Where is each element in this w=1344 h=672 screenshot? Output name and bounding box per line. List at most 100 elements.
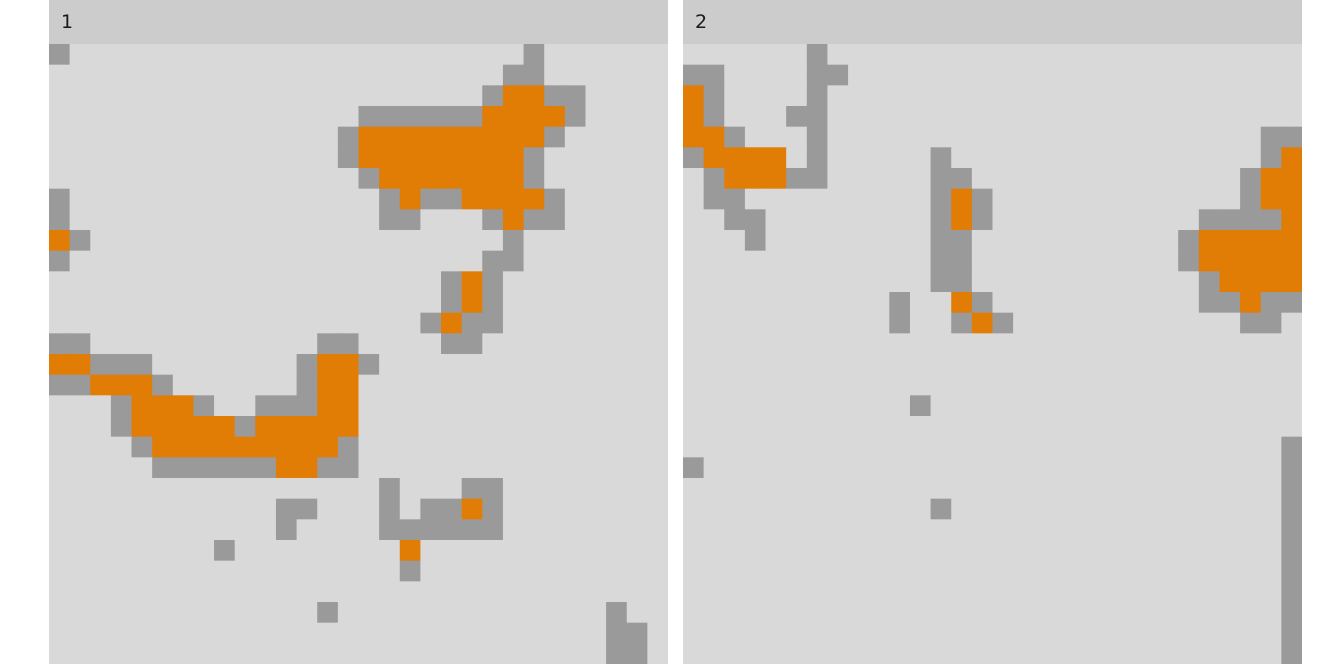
heatmap-cell-background [1033, 230, 1055, 252]
heatmap-cell-core [441, 168, 463, 190]
heatmap-cell-background [1240, 622, 1262, 644]
heatmap-cell-background [683, 395, 705, 417]
heatmap-cell-background [1260, 416, 1282, 438]
heatmap-cell-background [724, 250, 746, 272]
heatmap-cell-background [482, 395, 504, 417]
heatmap-cell-background [193, 581, 215, 603]
heatmap-cell-background [523, 622, 545, 644]
heatmap-cell-background [606, 126, 628, 148]
heatmap-cell-background [868, 168, 890, 190]
heatmap-cell-background [234, 354, 256, 376]
heatmap-cell-core [131, 374, 153, 396]
heatmap-cell-background [951, 374, 973, 396]
heatmap-cell-background [647, 498, 668, 520]
heatmap-cell-habitat [1198, 271, 1221, 293]
heatmap-cell-habitat [379, 106, 401, 128]
heatmap-cell-core [152, 436, 174, 458]
heatmap-cell-background [90, 271, 112, 293]
heatmap-cell-background [1157, 250, 1179, 272]
heatmap-cell-background [564, 560, 587, 582]
heatmap-cell-background [296, 292, 318, 314]
heatmap-cell-background [358, 581, 380, 603]
heatmap-cell-background [564, 581, 587, 603]
heatmap-cell-background [786, 602, 808, 624]
heatmap-cell-background [848, 581, 870, 603]
heatmap-cell-background [647, 147, 668, 169]
heatmap-cell-core [358, 147, 380, 169]
heatmap-cell-background [889, 622, 911, 644]
heatmap-cell-background [1178, 333, 1200, 355]
heatmap-cell-background [744, 85, 767, 107]
heatmap-cell-background [49, 292, 71, 314]
heatmap-cell-background [214, 354, 236, 376]
heatmap-cell-background [420, 209, 442, 231]
heatmap-cell-core [172, 436, 195, 458]
heatmap-cell-background [1198, 643, 1221, 664]
heatmap-cell-core [1281, 168, 1302, 190]
heatmap-cell-background [744, 602, 767, 624]
heatmap-cell-background [868, 85, 890, 107]
heatmap-cell-habitat [379, 519, 401, 541]
heatmap-cell-background [585, 540, 607, 562]
heatmap-cell-background [868, 292, 890, 314]
heatmap-cell-habitat [214, 540, 236, 562]
heatmap-cell-habitat [49, 333, 71, 355]
heatmap-cell-background [744, 643, 767, 664]
heatmap-cell-background [234, 44, 256, 66]
heatmap-cell-habitat [951, 230, 973, 252]
heatmap-cell-background [523, 457, 545, 479]
heatmap-cell-background [848, 540, 870, 562]
heatmap-cell-background [461, 354, 483, 376]
heatmap-cell-background [1198, 622, 1221, 644]
heatmap-cell-background [1095, 271, 1117, 293]
heatmap-cell-background [544, 64, 566, 86]
heatmap-cell-background [1198, 147, 1221, 169]
heatmap-cell-background [971, 560, 994, 582]
heatmap-cell-background [1219, 581, 1241, 603]
heatmap-cell-background [1260, 64, 1282, 86]
heatmap-cell-background [152, 622, 174, 644]
heatmap-cell-background [786, 85, 808, 107]
heatmap-cell-background [337, 519, 360, 541]
heatmap-cell-background [786, 271, 808, 293]
heatmap-cell-background [683, 416, 705, 438]
heatmap-cell-background [703, 333, 725, 355]
heatmap-cell-habitat [317, 333, 339, 355]
heatmap-cell-background [1260, 498, 1282, 520]
heatmap-cell-background [1240, 643, 1262, 664]
heatmap-cell-background [606, 168, 628, 190]
heatmap-cell-background [1157, 622, 1179, 644]
heatmap-cell-background [152, 106, 174, 128]
heatmap-cell-background [827, 271, 849, 293]
heatmap-cell-background [441, 478, 463, 500]
heatmap-cell-background [1013, 292, 1035, 314]
heatmap-cell-background [214, 64, 236, 86]
heatmap-cell-background [606, 147, 628, 169]
heatmap-cell-background [90, 188, 112, 210]
heatmap-cell-background [1178, 478, 1200, 500]
heatmap-cell-background [1013, 478, 1035, 500]
heatmap-cell-background [110, 44, 133, 66]
heatmap-cell-background [131, 44, 153, 66]
heatmap-cell-background [564, 126, 587, 148]
heatmap-cell-background [564, 209, 587, 231]
heatmap-cell-background [806, 643, 829, 664]
heatmap-cell-background [1136, 602, 1159, 624]
heatmap-cell-background [131, 250, 153, 272]
heatmap-cell-core [461, 271, 483, 293]
heatmap-cell-background [1054, 147, 1076, 169]
heatmap-cell-background [502, 622, 525, 644]
heatmap-cell-background [193, 312, 215, 334]
heatmap-cell-background [909, 374, 932, 396]
heatmap-cell-background [172, 622, 195, 644]
heatmap-cell-background [1116, 622, 1138, 644]
heatmap-cell-background [275, 271, 298, 293]
heatmap-cell-background [379, 250, 401, 272]
heatmap-cell-background [461, 643, 483, 664]
heatmap-cell-background [317, 312, 339, 334]
heatmap-cell-background [502, 498, 525, 520]
heatmap-cell-habitat [296, 354, 318, 376]
heatmap-cell-background [683, 271, 705, 293]
heatmap-cell-background [606, 374, 628, 396]
heatmap-cell-background [1219, 333, 1241, 355]
